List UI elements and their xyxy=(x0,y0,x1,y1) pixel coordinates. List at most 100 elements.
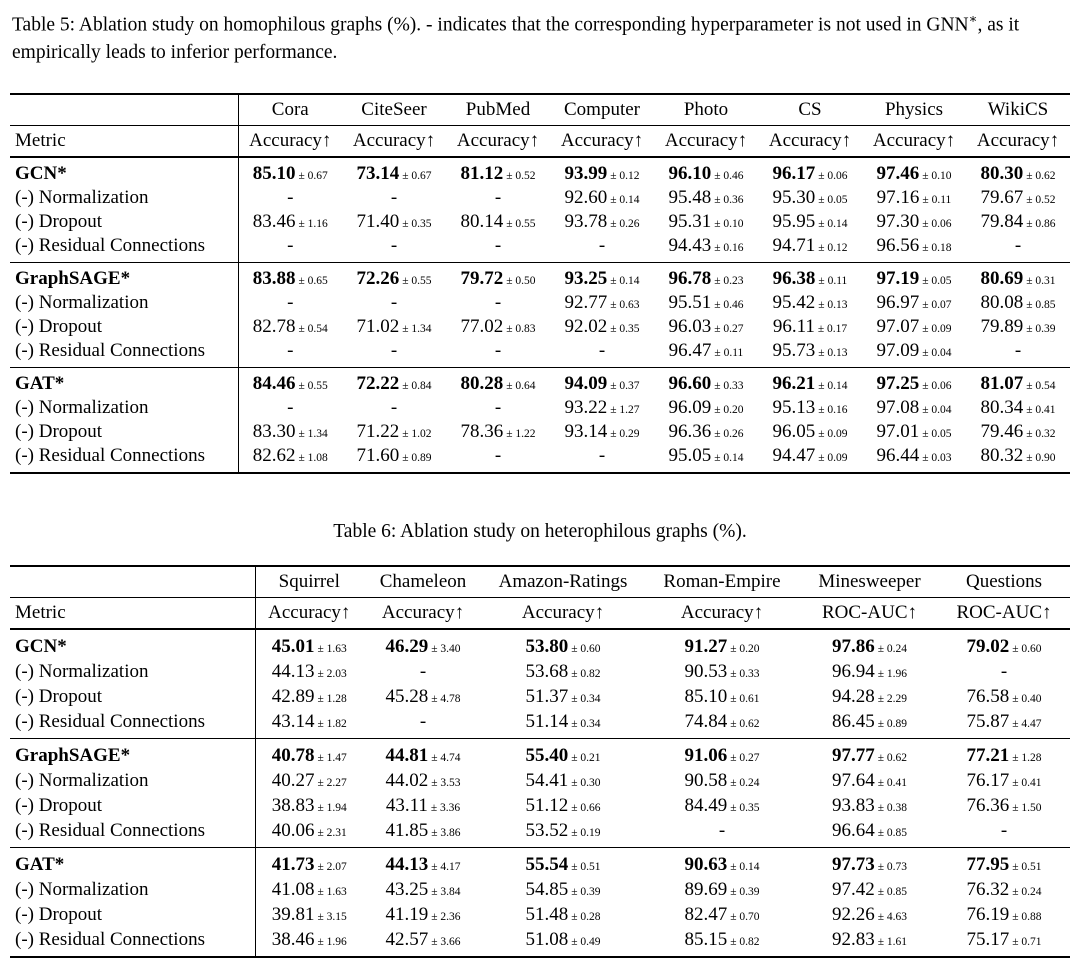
value-cell: 41.73 ± 2.07 xyxy=(254,847,363,878)
metric-value: 91.06 xyxy=(684,744,728,766)
metric-header: Accuracy↑ xyxy=(237,125,342,158)
std-deviation: ± 0.62 xyxy=(1026,170,1056,183)
value-cell: 93.22 ± 1.27 xyxy=(550,396,654,420)
std-deviation: ± 0.04 xyxy=(922,404,952,417)
metric-value: 79.84 xyxy=(980,211,1024,233)
std-deviation: ± 0.88 xyxy=(1012,910,1042,923)
metric-value: 92.02 xyxy=(564,316,608,338)
row-label: (-) Residual Connections xyxy=(15,710,205,732)
table5-caption-text-end: , as it empirically leads to inferior pe… xyxy=(12,14,1020,63)
value-cell: 84.46 ± 0.55 xyxy=(237,367,342,397)
std-deviation: ± 0.16 xyxy=(818,404,848,417)
value-cell: 96.17 ± 0.06 xyxy=(758,157,862,186)
std-deviation: ± 0.90 xyxy=(1026,452,1056,465)
value-cell: - xyxy=(363,659,483,684)
std-deviation: ± 0.19 xyxy=(571,826,601,839)
value-cell: 96.38 ± 0.11 xyxy=(758,263,862,292)
row-label: (-) Dropout xyxy=(15,421,103,443)
metric-value: - xyxy=(718,819,726,841)
row-label: (-) Normalization xyxy=(15,769,149,791)
value-cell: - xyxy=(550,444,654,473)
std-deviation: ± 0.26 xyxy=(610,218,640,231)
metric-value: 95.42 xyxy=(772,292,816,314)
std-deviation: ± 0.09 xyxy=(922,323,952,336)
metric-value: - xyxy=(1000,819,1008,841)
dataset-header: Computer xyxy=(564,99,640,121)
std-deviation: ± 0.10 xyxy=(922,170,952,183)
dataset-header: Minesweeper xyxy=(818,571,921,593)
value-cell: 96.11 ± 0.17 xyxy=(758,315,862,339)
std-deviation: ± 1.96 xyxy=(317,935,347,948)
table-row: (-) Normalization - - -92.60 ± 0.14 95.48 ± 0.… xyxy=(10,186,1070,211)
std-deviation: ± 0.60 xyxy=(571,642,601,655)
metric-value: 96.05 xyxy=(772,421,816,443)
value-cell: 41.85 ± 3.86 xyxy=(363,818,483,848)
std-deviation: ± 1.28 xyxy=(1012,751,1042,764)
value-cell: 71.02 ± 1.34 xyxy=(342,315,446,339)
metric-value: - xyxy=(287,397,294,419)
metric-value: 71.22 xyxy=(356,421,400,443)
std-deviation: ± 0.14 xyxy=(610,194,640,207)
metric-value: - xyxy=(390,340,398,362)
value-cell: 91.27 ± 0.20 xyxy=(643,629,801,659)
std-deviation: ± 0.11 xyxy=(818,275,848,288)
metric-value: 40.06 xyxy=(271,819,315,841)
metric-value: 51.14 xyxy=(525,710,569,732)
metric-value: 92.77 xyxy=(564,292,608,314)
std-deviation: ± 0.46 xyxy=(714,299,744,312)
std-deviation: ± 0.16 xyxy=(714,242,744,255)
std-deviation: ± 0.18 xyxy=(922,242,952,255)
row-label: (-) Dropout xyxy=(15,211,103,233)
table-row: (-) Dropout 42.89 ± 1.28 45.28 ± 4.78 51.37 ± … xyxy=(10,684,1070,710)
metric-value: 90.63 xyxy=(684,853,728,875)
table6-body: GCN* 45.01 ± 1.63 46.29 ± 3.40 53.80 ± 0.60 91.… xyxy=(10,629,1070,958)
value-cell: 96.64 ± 0.85 xyxy=(801,818,938,848)
value-cell: 77.21 ± 1.28 xyxy=(938,739,1070,769)
metric-value: 94.43 xyxy=(668,235,712,257)
metric-value: 94.71 xyxy=(772,235,816,257)
metric-value: 45.01 xyxy=(271,635,315,657)
value-cell: 92.02 ± 0.35 xyxy=(550,315,654,339)
std-deviation: ± 0.30 xyxy=(571,776,601,789)
metric-value: 95.05 xyxy=(668,445,712,467)
std-deviation: ± 0.55 xyxy=(402,275,432,288)
std-deviation: ± 0.52 xyxy=(1026,194,1056,207)
metric-value: 97.46 xyxy=(876,163,920,185)
metric-column-header: Metric xyxy=(15,602,66,624)
value-cell: 45.28 ± 4.78 xyxy=(363,684,483,709)
value-cell: 95.13 ± 0.16 xyxy=(758,396,862,420)
std-deviation: ± 2.27 xyxy=(317,776,347,789)
metric-header: Accuracy↑ xyxy=(456,130,540,152)
value-cell: 79.02 ± 0.60 xyxy=(938,629,1070,659)
value-cell: 85.15 ± 0.82 xyxy=(643,927,801,957)
value-cell: 94.43 ± 0.16 xyxy=(654,234,758,263)
table-row: GCN* 45.01 ± 1.63 46.29 ± 3.40 53.80 ± 0.60 91.… xyxy=(10,629,1070,660)
dataset-header-row: Squirrel Chameleon Amazon-Ratings Roman-Emp… xyxy=(10,566,1070,598)
row-label: (-) Dropout xyxy=(15,316,103,338)
metric-value: 95.95 xyxy=(772,211,816,233)
value-cell: 51.12 ± 0.66 xyxy=(483,793,643,818)
value-cell: 74.84 ± 0.62 xyxy=(643,709,801,739)
metric-value: 79.46 xyxy=(980,421,1024,443)
row-label: (-) Normalization xyxy=(15,397,149,419)
std-deviation: ± 0.41 xyxy=(1026,404,1056,417)
metric-value: - xyxy=(390,187,398,209)
metric-value: 43.14 xyxy=(271,710,315,732)
value-cell: 96.05 ± 0.09 xyxy=(758,420,862,444)
metric-value: 91.27 xyxy=(684,635,728,657)
table-row: (-) Residual Connections - - - -94.43 ± 0.16 9… xyxy=(10,234,1070,263)
table-row: (-) Normalization - - -93.22 ± 1.27 96.09 ± 0.… xyxy=(10,396,1070,421)
dataset-header: WikiCS xyxy=(987,99,1049,121)
value-cell: 75.17 ± 0.71 xyxy=(938,927,1070,957)
metric-value: - xyxy=(494,235,502,257)
std-deviation: ± 0.55 xyxy=(506,218,536,231)
value-cell: 85.10 ± 0.67 xyxy=(237,157,342,187)
metric-value: 93.25 xyxy=(564,268,608,290)
metric-value: 76.32 xyxy=(966,878,1010,900)
std-deviation: ± 0.71 xyxy=(1012,935,1042,948)
row-label: (-) Normalization xyxy=(15,878,149,900)
row-label: (-) Residual Connections xyxy=(15,445,205,467)
value-cell: 97.42 ± 0.85 xyxy=(801,877,938,902)
std-deviation: ± 0.14 xyxy=(730,860,760,873)
value-cell: 96.97 ± 0.07 xyxy=(862,291,966,315)
